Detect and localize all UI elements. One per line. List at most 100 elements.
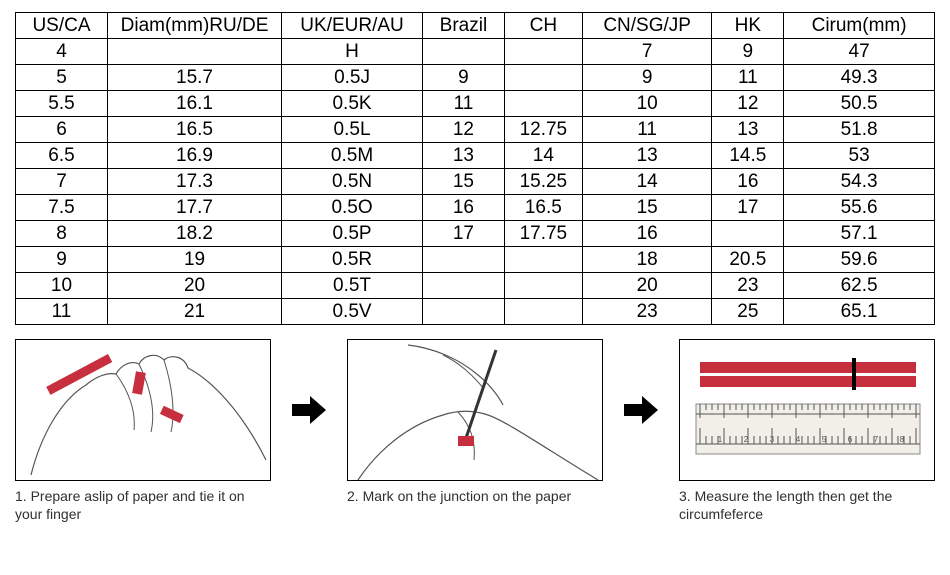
table-cell: 0.5P bbox=[282, 221, 423, 247]
table-cell: 57.1 bbox=[784, 221, 935, 247]
table-cell: 62.5 bbox=[784, 273, 935, 299]
table-cell: 16.9 bbox=[107, 143, 281, 169]
arrow-icon bbox=[289, 339, 329, 481]
table-cell: 16 bbox=[423, 195, 505, 221]
table-cell: 0.5R bbox=[282, 247, 423, 273]
table-cell: 11 bbox=[582, 117, 712, 143]
table-cell bbox=[423, 247, 505, 273]
table-row: 616.50.5L1212.75111351.8 bbox=[16, 117, 935, 143]
table-cell: 20 bbox=[107, 273, 281, 299]
table-row: 6.516.90.5M13141314.553 bbox=[16, 143, 935, 169]
instruction-steps: 1. Prepare aslip of paper and tie it on … bbox=[15, 339, 935, 523]
table-row: 5.516.10.5K11101250.5 bbox=[16, 91, 935, 117]
table-cell: 7 bbox=[582, 39, 712, 65]
table-cell: 0.5V bbox=[282, 299, 423, 325]
table-cell: 8 bbox=[16, 221, 108, 247]
table-cell: 11 bbox=[423, 91, 505, 117]
table-cell: 0.5O bbox=[282, 195, 423, 221]
table-cell: 47 bbox=[784, 39, 935, 65]
table-cell bbox=[504, 299, 582, 325]
svg-text:8: 8 bbox=[900, 435, 905, 444]
table-cell: 53 bbox=[784, 143, 935, 169]
column-header: UK/EUR/AU bbox=[282, 13, 423, 39]
table-cell: 13 bbox=[423, 143, 505, 169]
column-header: Cirum(mm) bbox=[784, 13, 935, 39]
table-cell: 0.5T bbox=[282, 273, 423, 299]
table-row: 10200.5T202362.5 bbox=[16, 273, 935, 299]
step-3: 1 2 3 4 5 6 7 8 3. Measure the length th… bbox=[679, 339, 935, 523]
table-cell: 15.25 bbox=[504, 169, 582, 195]
table-cell: 9 bbox=[712, 39, 784, 65]
table-cell: 6.5 bbox=[16, 143, 108, 169]
table-cell: 15 bbox=[423, 169, 505, 195]
table-row: 11210.5V232565.1 bbox=[16, 299, 935, 325]
table-cell: 5.5 bbox=[16, 91, 108, 117]
table-cell: 49.3 bbox=[784, 65, 935, 91]
table-cell: 14 bbox=[504, 143, 582, 169]
table-row: 7.517.70.5O1616.5151755.6 bbox=[16, 195, 935, 221]
table-cell bbox=[107, 39, 281, 65]
table-cell: 16.5 bbox=[107, 117, 281, 143]
column-header: US/CA bbox=[16, 13, 108, 39]
arrow-icon bbox=[621, 339, 661, 481]
table-cell: 9 bbox=[423, 65, 505, 91]
table-cell: 17.7 bbox=[107, 195, 281, 221]
svg-text:7: 7 bbox=[874, 435, 879, 444]
column-header: Brazil bbox=[423, 13, 505, 39]
table-cell: 12 bbox=[712, 91, 784, 117]
table-cell: 10 bbox=[582, 91, 712, 117]
table-cell: 14.5 bbox=[712, 143, 784, 169]
table-cell: 7.5 bbox=[16, 195, 108, 221]
step-3-caption: 3. Measure the length then get the circu… bbox=[679, 487, 935, 523]
table-cell: 16.1 bbox=[107, 91, 281, 117]
table-row: 818.20.5P1717.751657.1 bbox=[16, 221, 935, 247]
step-1-illustration bbox=[15, 339, 271, 481]
table-cell: 20.5 bbox=[712, 247, 784, 273]
column-header: CH bbox=[504, 13, 582, 39]
step-3-illustration: 1 2 3 4 5 6 7 8 bbox=[679, 339, 935, 481]
table-cell: 12 bbox=[423, 117, 505, 143]
table-cell: 13 bbox=[712, 117, 784, 143]
svg-text:2: 2 bbox=[744, 435, 749, 444]
table-cell bbox=[423, 273, 505, 299]
table-cell: 11 bbox=[712, 65, 784, 91]
table-cell: 0.5K bbox=[282, 91, 423, 117]
table-cell: 51.8 bbox=[784, 117, 935, 143]
table-cell: 14 bbox=[582, 169, 712, 195]
svg-text:4: 4 bbox=[796, 435, 801, 444]
step-2-caption: 2. Mark on the junction on the paper bbox=[347, 487, 603, 505]
svg-text:3: 3 bbox=[770, 435, 775, 444]
table-cell: 4 bbox=[16, 39, 108, 65]
table-cell: 10 bbox=[16, 273, 108, 299]
table-cell: 18 bbox=[582, 247, 712, 273]
table-cell: 5 bbox=[16, 65, 108, 91]
table-cell bbox=[504, 247, 582, 273]
table-cell: 11 bbox=[16, 299, 108, 325]
table-cell: 15 bbox=[582, 195, 712, 221]
table-cell: 0.5N bbox=[282, 169, 423, 195]
table-cell: 16.5 bbox=[504, 195, 582, 221]
table-cell: 0.5M bbox=[282, 143, 423, 169]
table-cell: 21 bbox=[107, 299, 281, 325]
column-header: HK bbox=[712, 13, 784, 39]
step-2-illustration bbox=[347, 339, 603, 481]
table-row: 515.70.5J991149.3 bbox=[16, 65, 935, 91]
table-cell: 25 bbox=[712, 299, 784, 325]
step-2: 2. Mark on the junction on the paper bbox=[347, 339, 603, 505]
table-cell bbox=[504, 39, 582, 65]
table-cell: 0.5L bbox=[282, 117, 423, 143]
table-cell bbox=[423, 39, 505, 65]
table-cell: 59.6 bbox=[784, 247, 935, 273]
table-cell: 55.6 bbox=[784, 195, 935, 221]
table-cell bbox=[504, 91, 582, 117]
table-cell: 13 bbox=[582, 143, 712, 169]
table-row: 717.30.5N1515.25141654.3 bbox=[16, 169, 935, 195]
table-cell: 15.7 bbox=[107, 65, 281, 91]
ring-size-table: US/CADiam(mm)RU/DEUK/EUR/AUBrazilCHCN/SG… bbox=[15, 12, 935, 325]
step-1-caption: 1. Prepare aslip of paper and tie it on … bbox=[15, 487, 271, 523]
table-cell bbox=[504, 65, 582, 91]
column-header: CN/SG/JP bbox=[582, 13, 712, 39]
table-cell: 17 bbox=[423, 221, 505, 247]
table-cell: 65.1 bbox=[784, 299, 935, 325]
table-cell: 7 bbox=[16, 169, 108, 195]
